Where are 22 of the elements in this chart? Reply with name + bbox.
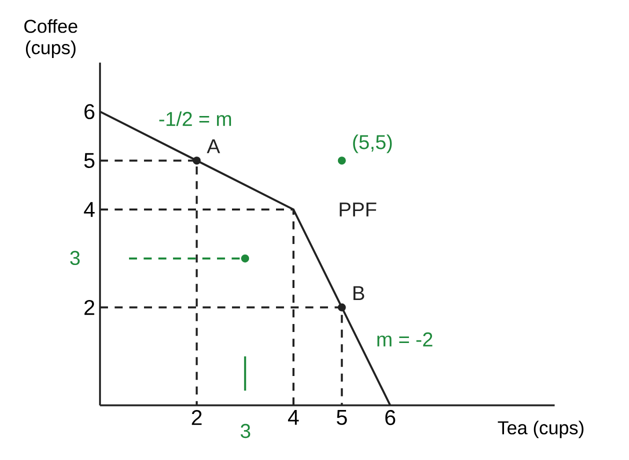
point bbox=[192, 156, 201, 165]
annotation: m = -2 bbox=[377, 332, 432, 346]
y-tick-label: 2 bbox=[84, 300, 94, 315]
series-label: A bbox=[206, 139, 220, 154]
series-label: (5,5) bbox=[353, 134, 392, 154]
text: 3 bbox=[70, 250, 80, 266]
series-label: B bbox=[354, 286, 364, 300]
text: 3 bbox=[240, 424, 250, 438]
y-axis-title: Coffee (cups) bbox=[24, 19, 78, 58]
x-tick-label: 5 bbox=[336, 410, 347, 425]
y-tick-label: 6 bbox=[84, 104, 94, 120]
y-tick-label: 5 bbox=[84, 153, 94, 168]
series-label: PPF bbox=[340, 202, 376, 216]
point bbox=[241, 254, 250, 262]
point bbox=[338, 303, 346, 312]
x-axis-title: Tea (cups) bbox=[498, 420, 584, 438]
point bbox=[338, 156, 346, 165]
x-tick-label: 2 bbox=[192, 410, 202, 425]
annotation: -1/2 = m bbox=[159, 111, 231, 126]
x-tick-label: 6 bbox=[385, 410, 396, 426]
y-tick-label: 4 bbox=[84, 202, 95, 217]
x-tick-label: 4 bbox=[288, 410, 299, 425]
